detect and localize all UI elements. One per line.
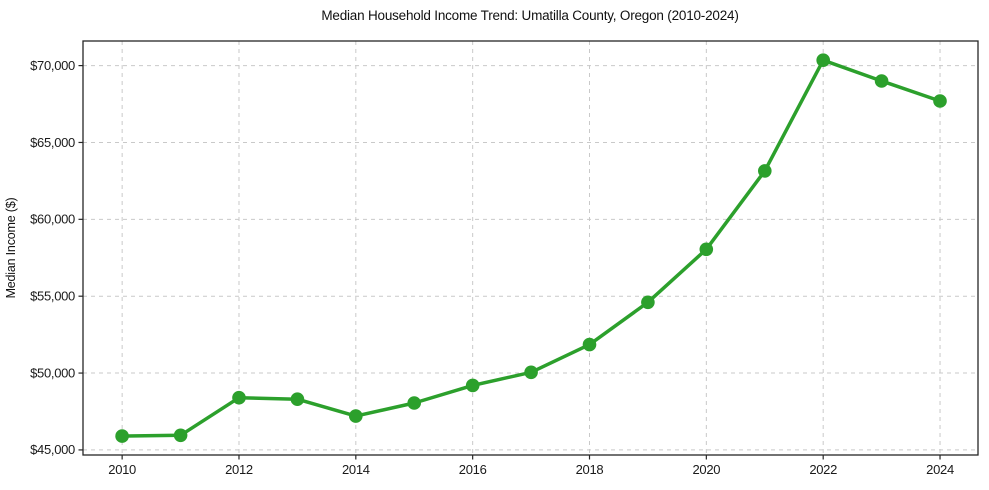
x-tick-label: 2022 <box>809 462 837 477</box>
data-point-2020 <box>699 242 714 257</box>
data-point-2018 <box>582 337 597 352</box>
data-point-2017 <box>524 365 538 380</box>
y-tick-label: $60,000 <box>30 212 75 227</box>
x-tick-label: 2014 <box>342 462 370 477</box>
data-point-2024 <box>933 94 947 108</box>
data-point-2010 <box>115 429 129 443</box>
data-point-2011 <box>173 428 188 443</box>
data-point-2021 <box>758 164 772 178</box>
y-tick-label: $55,000 <box>30 288 75 303</box>
data-point-2019 <box>641 295 655 310</box>
x-tick-label: 2016 <box>459 462 487 477</box>
x-tick-label: 2010 <box>108 462 136 477</box>
x-tick-label: 2018 <box>576 462 604 477</box>
x-tick-label: 2020 <box>692 462 720 477</box>
data-point-2016 <box>465 378 480 393</box>
data-point-2013 <box>290 392 305 407</box>
data-point-2012 <box>232 390 246 405</box>
axes-layer: $45,000 $50,000 $55,000 $60,000 $65,000 $70,0… <box>30 40 979 477</box>
series-layer <box>115 53 947 443</box>
y-axis-title: Median Income ($) <box>4 198 18 299</box>
y-tick-label: $45,000 <box>30 442 75 457</box>
chart-title: Median Household Income Trend: Umatilla … <box>321 8 738 23</box>
trend-line <box>120 58 942 438</box>
y-tick-label: $50,000 <box>30 365 75 380</box>
data-point-2022 <box>816 53 830 67</box>
data-point-2023 <box>874 74 889 88</box>
y-tick-label: $65,000 <box>30 135 75 150</box>
data-point-2014 <box>349 409 363 423</box>
y-tick-label: $70,000 <box>30 58 75 73</box>
plot-border <box>82 40 979 456</box>
data-point-2015 <box>407 396 422 410</box>
x-tick-label: 2012 <box>225 462 253 477</box>
x-tick-label: 2024 <box>926 462 954 477</box>
gridlines-layer <box>83 41 978 455</box>
